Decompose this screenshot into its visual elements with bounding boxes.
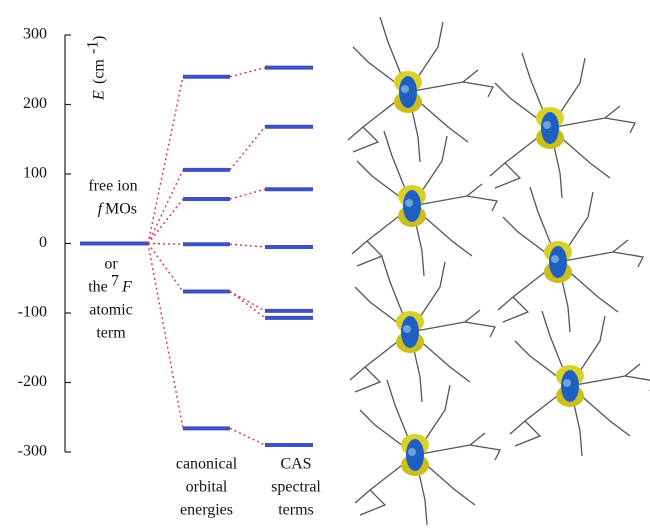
label-line: the [88,279,108,296]
orbital-image [355,380,500,525]
label-line: 7 [111,273,119,290]
y-tick-label: -100 [18,304,47,321]
label-line: F [121,279,132,296]
orbital-image [498,187,643,332]
column-label: terms [278,502,314,519]
y-tick-label: 200 [23,95,47,112]
connector [148,244,183,292]
axis-unit: (cm [91,59,108,84]
y-axis-title: E (cm -1 ) [85,36,108,101]
orbital-image [352,131,497,276]
y-tick-label: -300 [18,443,47,460]
y-tick-label: -200 [18,373,47,390]
y-tick-label: 300 [23,26,47,43]
orbital-image [350,257,495,402]
column-label: canonical [176,456,238,473]
connector [230,189,265,199]
column-label: energies [180,502,233,519]
connector [148,77,183,244]
chart: E (cm -1 ) free ion f MOs or the 7 F ato… [0,0,650,532]
orbital-image [510,311,650,456]
axis-unit-exponent: -1 [85,41,102,54]
y-tick-label: 0 [39,234,47,251]
label-line: MOs [105,201,137,218]
label-line: free ion [88,178,137,195]
connector [230,68,265,77]
label-line: f [98,201,105,218]
connector [148,170,183,244]
column-label: orbital [186,479,228,496]
connector [148,244,183,245]
label-line: or [104,256,118,273]
connector [230,291,265,310]
connector [230,428,265,445]
column-label: spectral [271,479,321,496]
column-label: CAS [280,456,311,473]
connector [230,244,265,247]
connector [230,127,265,170]
y-tick-label: 100 [23,165,47,182]
connector [148,244,183,429]
orbital-image [490,53,635,198]
label-line: atomic [89,302,133,319]
axis-unit: ) [91,36,108,41]
free-ion-label: free ion f MOs or the 7 F atomic term [88,178,137,342]
axis-symbol: E [91,90,108,101]
connector [230,291,265,317]
orbital-image [348,17,493,162]
label-line: term [96,325,126,342]
molecule-images [348,17,650,525]
